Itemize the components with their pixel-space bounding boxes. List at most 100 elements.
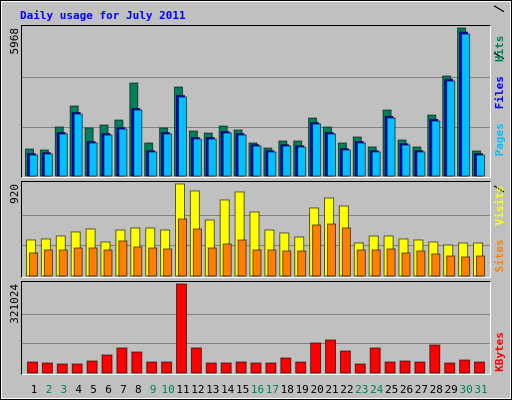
legend-label: Sites: [493, 239, 506, 272]
bar: [148, 247, 158, 277]
x-tick-label: 21: [325, 383, 338, 396]
bar: [416, 151, 426, 177]
x-tick-label: 18: [281, 383, 294, 396]
bar: [461, 33, 471, 177]
x-tick-label: 10: [161, 383, 174, 396]
legend-label: Pages: [493, 123, 506, 156]
bar: [178, 218, 187, 277]
legend: Pages Files Hits: [493, 5, 506, 156]
legend-separator: [493, 52, 505, 60]
bar: [161, 361, 173, 374]
bar: [371, 249, 381, 277]
panel-bevel: [21, 181, 491, 278]
bar: [356, 249, 366, 277]
x-tick-label: 13: [206, 383, 219, 396]
x-tick-label: 2: [46, 383, 53, 396]
bar: [444, 362, 456, 374]
bar: [192, 138, 202, 177]
bar: [461, 256, 471, 277]
bar: [341, 227, 351, 277]
legend-label: KBytes: [493, 332, 506, 372]
bar: [205, 362, 217, 374]
x-tick-label: 29: [445, 383, 458, 396]
bar: [190, 347, 202, 374]
bar: [431, 120, 441, 177]
bar: [131, 351, 143, 374]
bar: [118, 128, 128, 177]
bar: [295, 361, 307, 374]
x-tick-label: 25: [385, 383, 398, 396]
x-tick-label: 19: [296, 383, 309, 396]
bar: [401, 144, 411, 177]
bar: [118, 240, 128, 277]
bar: [354, 363, 366, 374]
bar: [429, 344, 441, 374]
x-tick-label: 12: [191, 383, 204, 396]
x-tick-label: 31: [474, 383, 487, 396]
y-tick-label: 5968: [8, 28, 21, 55]
x-tick-label: 14: [221, 383, 235, 396]
bar: [474, 361, 485, 374]
bar: [312, 123, 322, 177]
bar: [399, 360, 411, 374]
bar: [88, 142, 98, 177]
bar: [237, 239, 247, 277]
panel: [21, 281, 491, 375]
bar: [476, 154, 485, 177]
bar: [29, 154, 38, 177]
legend-label: Hits: [493, 36, 506, 63]
bar: [163, 133, 173, 177]
bar: [43, 153, 53, 177]
bar: [71, 363, 83, 374]
bar: [386, 117, 396, 177]
x-tick-label: 23: [355, 383, 368, 396]
bar: [265, 362, 277, 374]
bar: [401, 252, 411, 277]
bar: [103, 134, 113, 177]
panel-bevel: [21, 25, 491, 178]
x-tick-label: 24: [370, 383, 384, 396]
bar: [222, 243, 232, 277]
bar: [220, 362, 232, 374]
bar: [327, 223, 336, 277]
x-tick-label: 15: [236, 383, 249, 396]
bar: [222, 132, 232, 177]
bar: [207, 138, 217, 177]
x-tick-label: 6: [105, 383, 112, 396]
bar: [282, 250, 292, 277]
bar: [103, 249, 113, 277]
bar: [192, 228, 202, 277]
x-tick-label: 20: [310, 383, 323, 396]
x-tick-label: 16: [251, 383, 264, 396]
x-tick-label: 17: [266, 383, 279, 396]
bar: [356, 142, 366, 177]
x-tick-label: 5: [90, 383, 97, 396]
x-tick-label: 7: [120, 383, 127, 396]
bar: [384, 361, 396, 374]
bar: [163, 248, 173, 277]
bar: [237, 134, 247, 177]
bar: [56, 363, 68, 374]
y-tick-label: 321024: [8, 284, 21, 324]
bar: [176, 283, 187, 374]
legend: KBytes: [493, 332, 506, 372]
legend-separator: [493, 185, 505, 193]
bar: [73, 247, 83, 277]
legend-label: Visits: [493, 186, 506, 226]
bar: [252, 145, 262, 177]
bar: [235, 361, 247, 374]
bar: [88, 247, 98, 277]
x-tick-label: 9: [150, 383, 157, 396]
legend: Sites Visits: [493, 185, 506, 272]
bar: [267, 151, 277, 177]
bar: [459, 359, 471, 374]
bar: [58, 249, 68, 277]
bar: [101, 354, 113, 374]
bar: [386, 248, 396, 277]
x-tick-label: 26: [400, 383, 413, 396]
bar: [133, 246, 143, 277]
x-tick-label: 1: [31, 383, 38, 396]
bar: [73, 113, 83, 177]
